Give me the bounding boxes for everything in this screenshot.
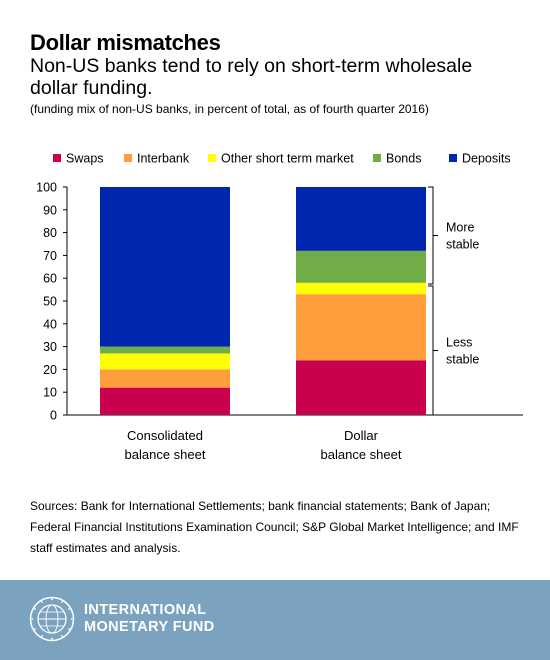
annotation-more-stable-line2: stable	[446, 238, 479, 252]
x-label-dollar-balance-sheet-line2: balance sheet	[321, 447, 402, 462]
bar-consolidated-balance-sheet-interbank	[100, 369, 230, 388]
org-name-line1: INTERNATIONAL	[84, 602, 207, 618]
bar-dollar-balance-sheet-bonds	[296, 250, 426, 283]
x-label-dollar-balance-sheet-line1: Dollar	[344, 428, 379, 443]
stacked-bar-chart: Swaps Interbank Other short term market Bon…	[36, 152, 523, 462]
annotations: More stable Less stable	[428, 186, 479, 416]
bar-dollar-balance-sheet-other-short-term-market	[296, 282, 426, 295]
footer-bar: INTERNATIONAL MONETARY FUND	[0, 580, 550, 660]
legend-swatch-deposits	[449, 154, 457, 162]
bar-consolidated-balance-sheet-deposits	[100, 187, 230, 347]
y-tick-label-60: 60	[43, 272, 57, 286]
bar-consolidated-balance-sheet-other-short-term-market	[100, 353, 230, 370]
y-tick-label-80: 80	[43, 226, 57, 240]
annotation-less-stable-line2: stable	[446, 353, 479, 367]
bars	[100, 187, 426, 415]
legend-swatch-bonds	[373, 154, 381, 162]
bar-dollar-balance-sheet-deposits	[296, 187, 426, 251]
x-label-consolidated-balance-sheet-line2: balance sheet	[125, 447, 206, 462]
org-name-line2: MONETARY FUND	[84, 619, 215, 635]
y-tick-label-30: 30	[43, 340, 57, 354]
imf-seal-icon	[29, 596, 75, 642]
sources-note: Sources: Bank for International Settleme…	[30, 499, 519, 555]
bar-dollar-balance-sheet-swaps	[296, 360, 426, 415]
bar-consolidated-balance-sheet-bonds	[100, 346, 230, 354]
y-tick-label-70: 70	[43, 249, 57, 263]
chart-subtitle: Non-US banks tend to rely on short-term …	[30, 55, 473, 99]
x-axis-labels: Consolidated balance sheet Dollar balance s…	[125, 428, 402, 462]
legend-label-deposits: Deposits	[462, 152, 511, 166]
chart-title: Dollar mismatches	[30, 30, 221, 55]
bracket-less-stable	[428, 285, 438, 416]
y-tick-label-100: 100	[36, 181, 57, 195]
annotation-more-stable-line1: More	[446, 221, 475, 235]
chart-note: (funding mix of non-US banks, in percent…	[30, 102, 429, 116]
bar-dollar-balance-sheet-interbank	[296, 294, 426, 361]
legend-label-interbank: Interbank	[137, 152, 190, 166]
y-tick-label-90: 90	[43, 203, 57, 217]
legend-swatch-swaps	[53, 154, 61, 162]
annotation-less-stable-line1: Less	[446, 336, 472, 350]
legend-swatch-interbank	[124, 154, 132, 162]
legend-label-swaps: Swaps	[66, 152, 104, 166]
bracket-more-stable	[428, 186, 438, 285]
y-tick-label-40: 40	[43, 317, 57, 331]
legend: Swaps Interbank Other short term market Bon…	[53, 152, 511, 166]
y-tick-label-10: 10	[43, 386, 57, 400]
legend-label-bonds: Bonds	[386, 152, 421, 166]
x-label-consolidated-balance-sheet-line1: Consolidated	[127, 428, 203, 443]
y-tick-label-0: 0	[50, 409, 57, 423]
y-axis: 0 10 20 30 40 50 60 70 80 90 100	[36, 181, 523, 423]
org-name: INTERNATIONAL MONETARY FUND	[84, 602, 215, 636]
y-tick-label-20: 20	[43, 363, 57, 377]
legend-label-other-short-term-market: Other short term market	[221, 152, 354, 166]
y-tick-label-50: 50	[43, 295, 57, 309]
bar-consolidated-balance-sheet-swaps	[100, 387, 230, 415]
legend-swatch-other-short-term-market	[208, 154, 216, 162]
